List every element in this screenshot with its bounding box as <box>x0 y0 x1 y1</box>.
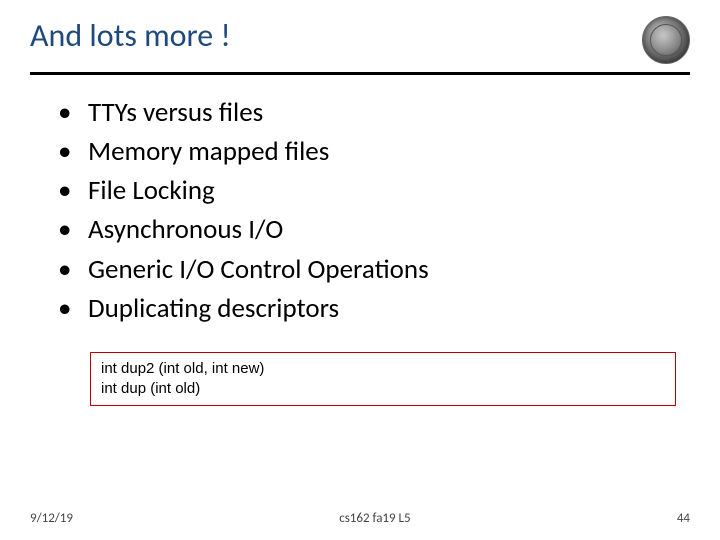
list-item: TTYs versus files <box>58 93 690 132</box>
footer: 9/12/19 cs162 fa19 L5 44 <box>30 511 690 526</box>
list-item: Asynchronous I/O <box>58 210 690 249</box>
footer-date: 9/12/19 <box>30 511 73 526</box>
title-rule <box>30 72 690 75</box>
code-line: int dup (int old) <box>101 379 665 399</box>
slide: And lots more ! TTYs versus files Memory… <box>0 0 720 540</box>
code-box: int dup2 (int old, int new) int dup (int… <box>90 352 676 407</box>
list-item: Memory mapped files <box>58 132 690 171</box>
footer-page-number: 44 <box>677 511 690 526</box>
bullet-list: TTYs versus files Memory mapped files Fi… <box>30 93 690 328</box>
list-item: Duplicating descriptors <box>58 289 690 328</box>
list-item: File Locking <box>58 171 690 210</box>
list-item: Generic I/O Control Operations <box>58 250 690 289</box>
slide-title: And lots more ! <box>30 16 231 55</box>
berkeley-seal-icon <box>642 16 690 64</box>
header: And lots more ! <box>30 16 690 72</box>
code-line: int dup2 (int old, int new) <box>101 359 665 379</box>
footer-center: cs162 fa19 L5 <box>73 511 677 526</box>
